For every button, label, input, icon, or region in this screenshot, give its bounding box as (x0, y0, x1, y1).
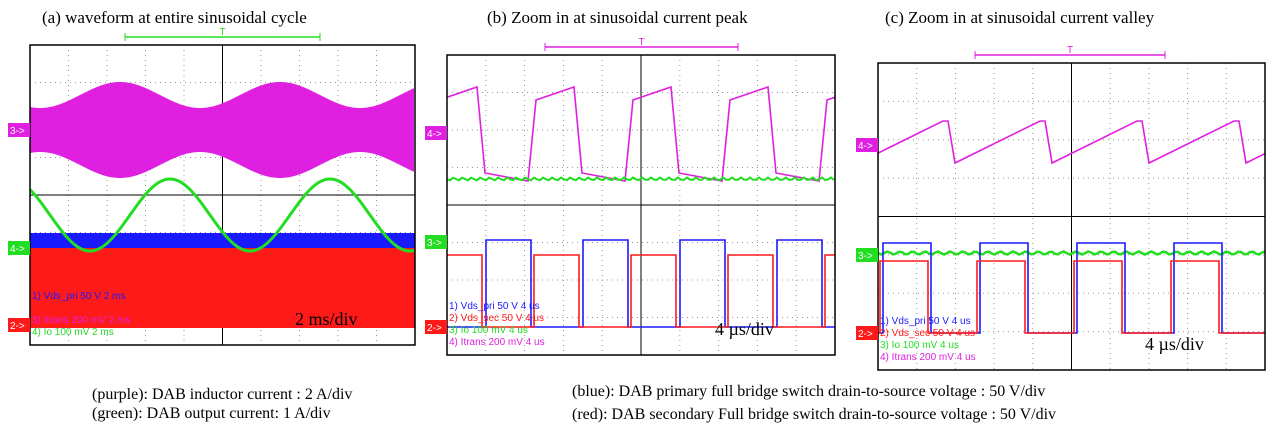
channel-setting: 4) Itrans 200 mV 4 us (880, 352, 976, 363)
scope: 3-> 4-> 2-> 1) Vds_pri 50 V 2 ms2) Vds_sec … (8, 27, 415, 345)
trigger-label: T (219, 27, 225, 38)
channel-marker-label: 3-> (427, 238, 442, 249)
timebase: 4 µs/div (715, 319, 774, 339)
channel-setting: 3) Itrans 200 mV 2 ms (32, 315, 130, 326)
channel-marker-label: 2-> (10, 321, 25, 332)
waveform-purple (761, 121, 1270, 163)
legend-text: (red): DAB secondary Full bridge switch … (572, 406, 1056, 423)
waveforms (342, 87, 1013, 327)
scope: 4->3->2->1) Vds_pri 50 V 4 us2) Vds_sec … (342, 37, 1013, 355)
channel-setting: 1) Vds_pri 50 V 2 ms (32, 291, 125, 302)
channel-marker-label: 4-> (858, 141, 873, 152)
caption: (c) Zoom in at sinusoidal current valley (885, 8, 1155, 27)
channel-setting: 2) Vds_sec 50 V 2 ms (32, 303, 130, 314)
legend-text: (purple): DAB inductor current : 2 A/div (92, 386, 352, 403)
waveforms (761, 121, 1270, 333)
waveform-green (447, 178, 834, 181)
caption: (a) waveform at entire sinusoidal cycle (42, 8, 307, 27)
channel-marker-label: 4-> (10, 244, 25, 255)
channel-setting: 4) Itrans 200 mV 4 us (449, 337, 545, 348)
timebase: 2 ms/div (295, 309, 358, 329)
channel-marker-label: 2-> (858, 329, 873, 340)
legend-text: (green): DAB output current: 1 A/div (92, 405, 331, 422)
channel-setting: 2) Vds_sec 50 V 4 us (449, 313, 544, 324)
channel-setting: 1) Vds_pri 50 V 4 us (449, 301, 540, 312)
trigger-label: T (1067, 45, 1073, 56)
channel-marker-label: 3-> (858, 251, 873, 262)
channel-marker-label: 3-> (10, 126, 25, 137)
channel-setting: 3) Io 100 mV 4 us (880, 340, 959, 351)
channel-setting: 3) Io 100 mV 4 us (449, 325, 528, 336)
channel-marker-label: 2-> (427, 323, 442, 334)
channel-setting: 2) Vds_sec 50 V 4 us (880, 328, 975, 339)
timebase: 4 µs/div (1145, 334, 1204, 354)
legend-text: (blue): DAB primary full bridge switch d… (572, 383, 1045, 400)
scope: 4-> 3-> 2-> 1) Vds_pri 50 V 4 us2) Vds_sec … (761, 45, 1270, 370)
channel-setting: 4) Io 100 mV 2 ms (32, 327, 114, 338)
caption: (b) Zoom in at sinusoidal current peak (487, 8, 748, 27)
channel-setting: 1) Vds_pri 50 V 4 us (880, 316, 971, 327)
trigger-label: T (638, 37, 644, 48)
channel-marker-label: 4-> (427, 129, 442, 140)
figure: (a) waveform at entire sinusoidal cycle … (0, 0, 1270, 429)
